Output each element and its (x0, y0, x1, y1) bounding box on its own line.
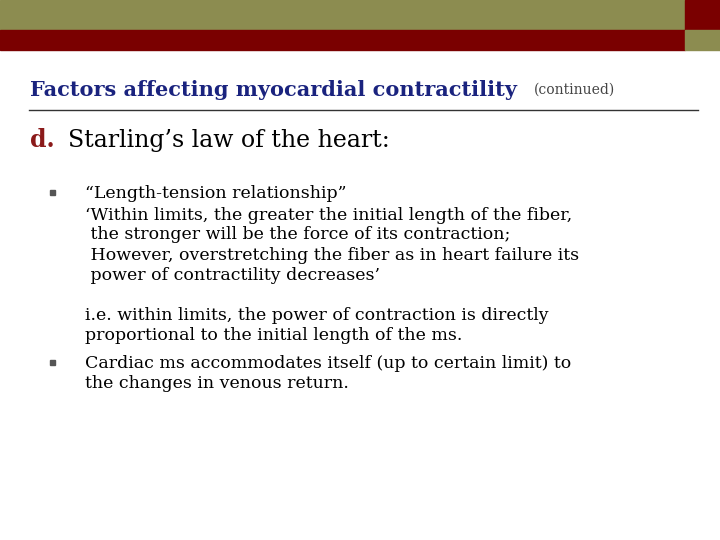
Text: Factors affecting myocardial contractility: Factors affecting myocardial contractili… (30, 80, 517, 100)
Text: the changes in venous return.: the changes in venous return. (85, 375, 348, 392)
Text: i.e. within limits, the power of contraction is directly: i.e. within limits, the power of contrac… (85, 307, 549, 323)
Text: Cardiac ms accommodates itself (up to certain limit) to: Cardiac ms accommodates itself (up to ce… (85, 354, 571, 372)
Text: power of contractility decreases’: power of contractility decreases’ (85, 267, 380, 284)
Text: However, overstretching the fiber as in heart failure its: However, overstretching the fiber as in … (85, 246, 579, 264)
Text: the stronger will be the force of its contraction;: the stronger will be the force of its co… (85, 226, 510, 244)
Text: ‘Within limits, the greater the initial length of the fiber,: ‘Within limits, the greater the initial … (85, 206, 572, 224)
Text: d.: d. (30, 128, 55, 152)
Text: proportional to the initial length of the ms.: proportional to the initial length of th… (85, 327, 462, 343)
Text: “Length-tension relationship”: “Length-tension relationship” (85, 185, 346, 201)
Text: Starling’s law of the heart:: Starling’s law of the heart: (68, 129, 390, 152)
Text: (continued): (continued) (534, 83, 616, 97)
